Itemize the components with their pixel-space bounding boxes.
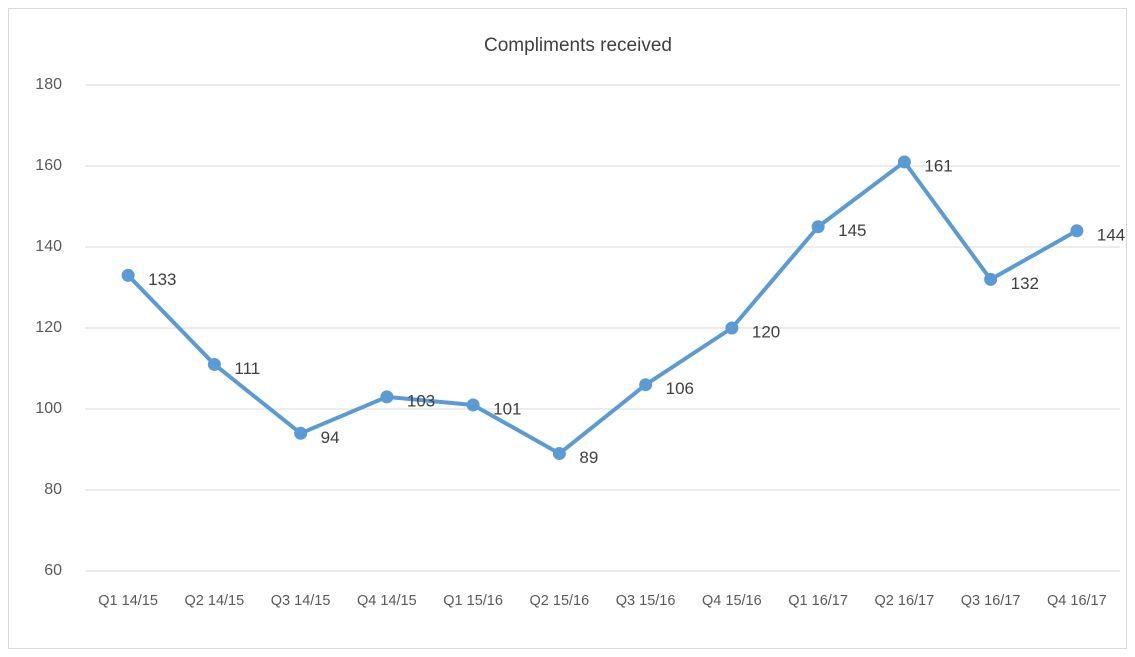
marker bbox=[897, 155, 911, 169]
marker bbox=[552, 447, 566, 461]
data-label: 161 bbox=[924, 156, 952, 175]
marker bbox=[121, 268, 135, 282]
x-tick-label: Q3 15/16 bbox=[616, 593, 676, 609]
data-label: 106 bbox=[666, 379, 694, 398]
x-tick-label: Q1 15/16 bbox=[443, 593, 503, 609]
x-tick-label: Q4 16/17 bbox=[1047, 593, 1107, 609]
data-label: 111 bbox=[234, 359, 260, 378]
data-label: 132 bbox=[1011, 274, 1039, 293]
data-label: 94 bbox=[321, 428, 340, 447]
x-tick-label: Q4 14/15 bbox=[357, 593, 417, 609]
data-label: 101 bbox=[493, 399, 521, 418]
data-label: 120 bbox=[752, 322, 780, 341]
y-tick-label: 100 bbox=[35, 400, 62, 417]
data-label: 133 bbox=[148, 270, 176, 289]
x-tick-label: Q1 16/17 bbox=[788, 593, 848, 609]
x-tick-label: Q1 14/15 bbox=[98, 593, 158, 609]
marker bbox=[725, 321, 739, 335]
y-tick-label: 160 bbox=[35, 157, 62, 174]
data-label: 144 bbox=[1097, 225, 1125, 244]
marker bbox=[639, 378, 653, 392]
marker bbox=[466, 398, 480, 412]
x-tick-label: Q2 16/17 bbox=[875, 593, 935, 609]
marker bbox=[1070, 224, 1084, 238]
line bbox=[126, 159, 1078, 456]
y-tick-label: 120 bbox=[35, 319, 62, 336]
x-tick-label: Q2 15/16 bbox=[530, 593, 590, 609]
x-tick-label: Q3 16/17 bbox=[961, 593, 1021, 609]
data-label: 89 bbox=[579, 448, 598, 467]
y-tick-label: 140 bbox=[35, 238, 62, 255]
chart-title: Compliments received bbox=[484, 35, 672, 56]
y-tick-label: 180 bbox=[35, 76, 62, 93]
data-label: 145 bbox=[838, 221, 866, 240]
marker bbox=[380, 390, 394, 404]
x-tick-label: Q2 14/15 bbox=[185, 593, 245, 609]
y-tick-label: 60 bbox=[44, 562, 62, 579]
data-label: 103 bbox=[407, 391, 435, 410]
x-tick-label: Q3 14/15 bbox=[271, 593, 331, 609]
marker bbox=[811, 220, 825, 234]
marker bbox=[294, 426, 308, 440]
marker bbox=[984, 272, 998, 286]
marker bbox=[207, 357, 221, 371]
y-tick-label: 80 bbox=[44, 481, 62, 498]
x-tick-label: Q4 15/16 bbox=[702, 593, 762, 609]
